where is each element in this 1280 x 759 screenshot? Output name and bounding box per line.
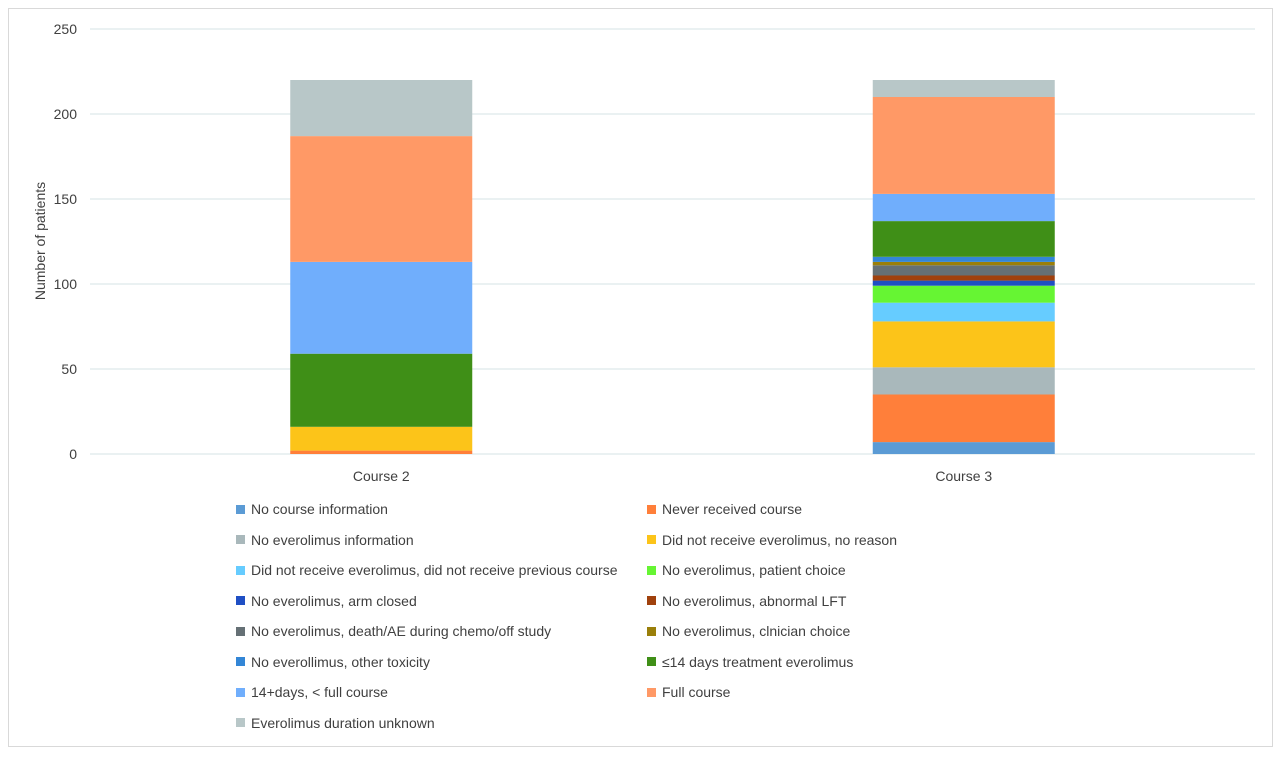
legend-swatch: [647, 626, 656, 636]
legend-label: No everolimus, patient choice: [662, 562, 846, 578]
legend-item: Full course: [647, 684, 730, 700]
legend-swatch: [236, 626, 245, 636]
bar-segment: [872, 193, 1055, 222]
x-tick-label: Course 3: [935, 468, 992, 484]
bar-segment: [290, 426, 473, 451]
legend-item: No everolimus, clnician choice: [647, 623, 850, 639]
y-axis-label: Number of patients: [32, 181, 48, 301]
legend-swatch: [647, 504, 656, 514]
legend-label: Did not receive everolimus, did not rece…: [251, 562, 618, 578]
legend-item: No everolimus, abnormal LFT: [647, 593, 846, 609]
bar-segment: [872, 285, 1055, 303]
bar-segment: [872, 265, 1055, 276]
bar-segment: [872, 302, 1055, 322]
legend-swatch: [647, 535, 656, 544]
legend-label: No everolimus, abnormal LFT: [662, 592, 847, 609]
legend-label: No everolimus, arm closed: [251, 592, 417, 609]
stacked-bar-chart: 0 50 100 150 200 250 Course 2 Course 3: [54, 21, 1255, 484]
legend-item: No everolimus, patient choice: [647, 562, 846, 578]
legend-swatch: [236, 596, 245, 605]
legend-label: ≤14 days treatment everolimus: [662, 653, 854, 670]
bar-segment: [872, 261, 1055, 266]
legend-label: No course information: [251, 501, 388, 517]
legend-label: Did not receive everolimus, no reason: [662, 531, 898, 548]
bar-segment: [872, 280, 1055, 286]
legend-item: No everolimus, death/AE during chemo/off…: [236, 623, 551, 639]
bar-segment: [872, 367, 1055, 395]
y-tick-label: 250: [54, 21, 78, 37]
bar-segment: [290, 353, 473, 427]
bar-segment: [872, 80, 1055, 97]
legend-item: Did not receive everolimus, did not rece…: [236, 562, 618, 578]
legend-label: No everolimus, clnician choice: [662, 623, 851, 639]
legend-label: No everolimus, death/AE during chemo/off…: [251, 623, 552, 639]
legend-swatch: [647, 687, 656, 697]
y-tick-label: 100: [54, 276, 78, 292]
legend-swatch: [236, 687, 245, 697]
legend-item: ≤14 days treatment everolimus: [647, 654, 853, 670]
y-tick-label: 150: [54, 191, 78, 207]
legend-item: Did not receive everolimus, no reason: [647, 532, 897, 548]
bar-segment: [872, 275, 1055, 281]
chart-frame: [8, 8, 1273, 747]
bar-segment: [290, 450, 473, 454]
legend-item: No course information: [236, 501, 388, 517]
legend-swatch: [647, 657, 656, 666]
legend-item: No everollimus, other toxicity: [236, 654, 430, 670]
legend-label: Full course: [662, 684, 731, 700]
legend-label: No everolimus information: [251, 531, 414, 548]
legend-swatch: [647, 596, 656, 605]
legend-item: Never received course: [647, 501, 802, 517]
bar-segment: [290, 136, 473, 262]
bar-segment: [872, 394, 1055, 443]
legend-swatch: [236, 535, 245, 544]
bar-segment: [290, 80, 473, 137]
bar-segment: [872, 221, 1055, 257]
bar-segment: [872, 256, 1055, 262]
y-tick-label: 200: [54, 106, 78, 122]
legend-swatch: [236, 657, 245, 666]
legend-swatch: [236, 718, 245, 727]
legend-item: No everolimus, arm closed: [236, 593, 417, 609]
y-tick-label: 50: [61, 361, 77, 377]
legend-swatch: [236, 504, 245, 514]
x-tick-label: Course 2: [353, 468, 410, 484]
legend-label: Never received course: [662, 501, 803, 517]
bar-segment: [290, 261, 473, 354]
legend-label: 14+days, < full course: [251, 684, 388, 700]
bar-segment: [872, 97, 1055, 194]
bar-segment: [872, 321, 1055, 368]
bar-segment: [872, 442, 1055, 454]
legend-label: No everollimus, other toxicity: [251, 653, 430, 670]
legend-item: Everolimus duration unknown: [236, 715, 435, 731]
legend-swatch: [647, 565, 656, 575]
legend-item: 14+days, < full course: [236, 684, 388, 700]
y-tick-label: 0: [69, 446, 77, 462]
legend-label: Everolimus duration unknown: [251, 714, 435, 731]
legend-item: No everolimus information: [236, 532, 414, 548]
legend-swatch: [236, 565, 245, 575]
